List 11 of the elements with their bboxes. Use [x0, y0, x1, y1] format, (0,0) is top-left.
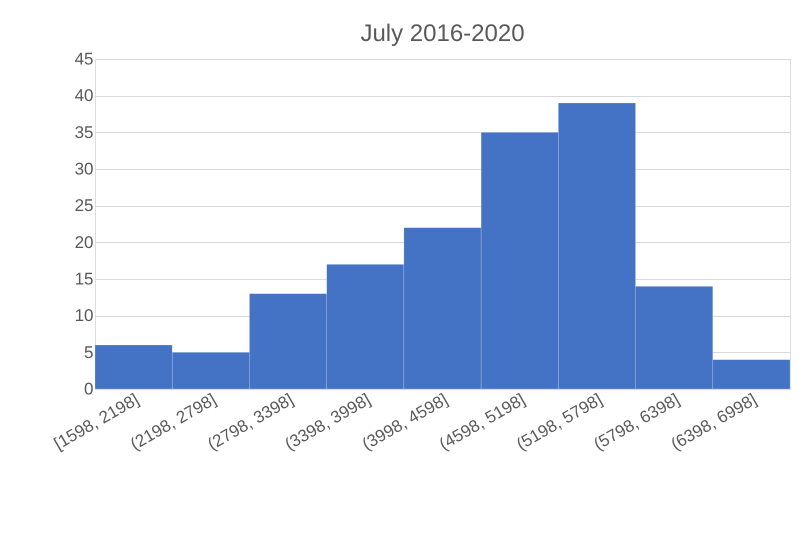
y-tick-label: 40 — [74, 86, 94, 106]
y-tick-label: 5 — [84, 342, 94, 362]
y-tick-label: 35 — [74, 122, 94, 142]
y-tick-label: 15 — [74, 270, 94, 288]
y-tick-label: 45 — [74, 50, 94, 68]
chart-title: July 2016-2020 — [360, 20, 525, 47]
y-tick-label: 10 — [74, 306, 94, 326]
y-tick-label: 30 — [74, 160, 94, 178]
y-tick-label: 20 — [74, 232, 94, 252]
y-tick-label: 0 — [84, 380, 94, 398]
y-tick-label: 25 — [74, 196, 94, 216]
